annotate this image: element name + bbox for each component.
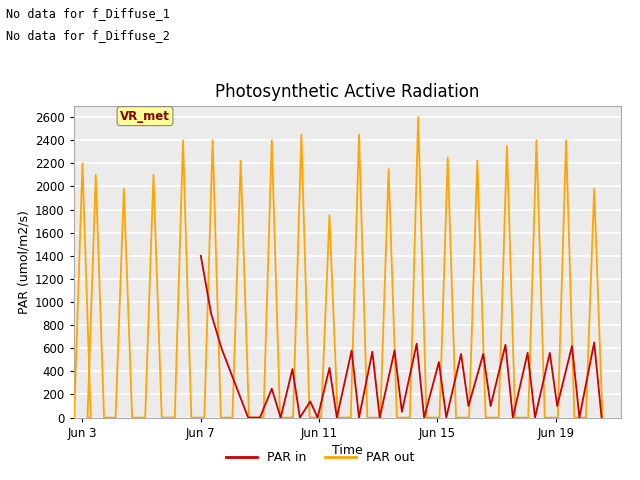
Y-axis label: PAR (umol/m2/s): PAR (umol/m2/s) <box>18 210 31 313</box>
Legend: PAR in, PAR out: PAR in, PAR out <box>221 446 419 469</box>
Text: VR_met: VR_met <box>120 109 170 122</box>
Text: No data for f_Diffuse_2: No data for f_Diffuse_2 <box>6 29 170 42</box>
Text: No data for f_Diffuse_1: No data for f_Diffuse_1 <box>6 7 170 20</box>
Title: Photosynthetic Active Radiation: Photosynthetic Active Radiation <box>215 83 479 101</box>
X-axis label: Time: Time <box>332 444 363 457</box>
